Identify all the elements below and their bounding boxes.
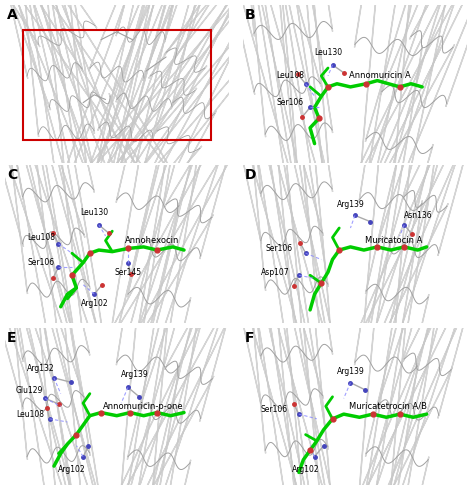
- Text: Ser145: Ser145: [114, 268, 142, 276]
- Polygon shape: [252, 0, 333, 293]
- FancyBboxPatch shape: [5, 165, 229, 322]
- Text: Muricatocin A: Muricatocin A: [365, 236, 422, 245]
- Text: B: B: [245, 8, 256, 22]
- Text: Muricatetrocin A/B: Muricatetrocin A/B: [349, 402, 427, 411]
- Text: Asn136: Asn136: [404, 211, 433, 220]
- Polygon shape: [248, 30, 333, 352]
- Text: Annomuricin-p-one: Annomuricin-p-one: [103, 402, 184, 411]
- Polygon shape: [92, 0, 200, 196]
- Polygon shape: [221, 0, 340, 247]
- Text: Leu130: Leu130: [314, 48, 342, 56]
- Polygon shape: [0, 0, 106, 232]
- Polygon shape: [354, 0, 422, 208]
- Polygon shape: [342, 0, 467, 255]
- Polygon shape: [111, 0, 277, 262]
- Polygon shape: [227, 76, 344, 396]
- Polygon shape: [0, 31, 105, 354]
- Text: Arg139: Arg139: [337, 200, 365, 209]
- Text: Annohexocin: Annohexocin: [125, 236, 179, 245]
- Polygon shape: [110, 254, 242, 500]
- Text: C: C: [7, 168, 17, 182]
- FancyBboxPatch shape: [243, 328, 467, 485]
- Text: Arg102: Arg102: [292, 465, 319, 474]
- Polygon shape: [0, 0, 164, 260]
- Polygon shape: [13, 294, 91, 500]
- Polygon shape: [359, 40, 422, 363]
- Text: Ser106: Ser106: [27, 258, 54, 267]
- Text: E: E: [7, 330, 16, 344]
- Text: Asp107: Asp107: [261, 268, 290, 276]
- Polygon shape: [251, 124, 329, 446]
- Text: Arg102: Arg102: [80, 299, 108, 308]
- Polygon shape: [9, 127, 95, 449]
- Polygon shape: [59, 0, 298, 285]
- Polygon shape: [0, 241, 113, 500]
- Polygon shape: [0, 78, 113, 398]
- Text: Ser106: Ser106: [265, 244, 292, 253]
- Polygon shape: [227, 238, 344, 500]
- Polygon shape: [119, 298, 199, 500]
- Text: Leu108: Leu108: [276, 72, 304, 80]
- Polygon shape: [351, 0, 447, 304]
- Polygon shape: [0, 0, 175, 184]
- Text: Annomuricin A: Annomuricin A: [349, 72, 411, 80]
- Polygon shape: [105, 218, 273, 500]
- Polygon shape: [56, 0, 207, 290]
- Text: Leu130: Leu130: [80, 208, 108, 217]
- Polygon shape: [71, 0, 275, 234]
- Text: Ser106: Ser106: [261, 405, 288, 414]
- FancyBboxPatch shape: [5, 328, 229, 485]
- Polygon shape: [349, 45, 467, 358]
- Text: Arg139: Arg139: [121, 370, 149, 379]
- Polygon shape: [348, 0, 467, 197]
- Polygon shape: [116, 202, 180, 500]
- Polygon shape: [93, 0, 206, 262]
- Text: Leu108: Leu108: [27, 233, 55, 242]
- Polygon shape: [251, 287, 329, 500]
- Polygon shape: [354, 202, 418, 500]
- Text: Glu129: Glu129: [16, 386, 43, 395]
- Text: Arg139: Arg139: [337, 367, 365, 376]
- Bar: [22, 30, 211, 140]
- Text: A: A: [7, 8, 18, 22]
- Polygon shape: [110, 91, 242, 410]
- Text: Arg132: Arg132: [27, 364, 55, 373]
- Polygon shape: [47, 0, 198, 230]
- Polygon shape: [24, 0, 98, 293]
- Polygon shape: [66, 0, 304, 205]
- Polygon shape: [348, 250, 467, 500]
- Polygon shape: [348, 88, 467, 407]
- Text: F: F: [245, 330, 255, 344]
- Polygon shape: [0, 194, 101, 500]
- FancyBboxPatch shape: [5, 5, 229, 162]
- Text: Ser106: Ser106: [276, 98, 304, 107]
- Text: Leu108: Leu108: [16, 410, 44, 418]
- FancyBboxPatch shape: [243, 5, 467, 162]
- Text: Arg102: Arg102: [58, 465, 86, 474]
- Polygon shape: [108, 42, 188, 364]
- Polygon shape: [241, 0, 333, 192]
- Polygon shape: [357, 296, 437, 500]
- Polygon shape: [248, 192, 333, 500]
- Polygon shape: [357, 133, 437, 456]
- Text: D: D: [245, 168, 256, 182]
- Polygon shape: [119, 136, 199, 458]
- FancyBboxPatch shape: [243, 165, 467, 322]
- Polygon shape: [351, 208, 467, 500]
- Polygon shape: [98, 57, 280, 364]
